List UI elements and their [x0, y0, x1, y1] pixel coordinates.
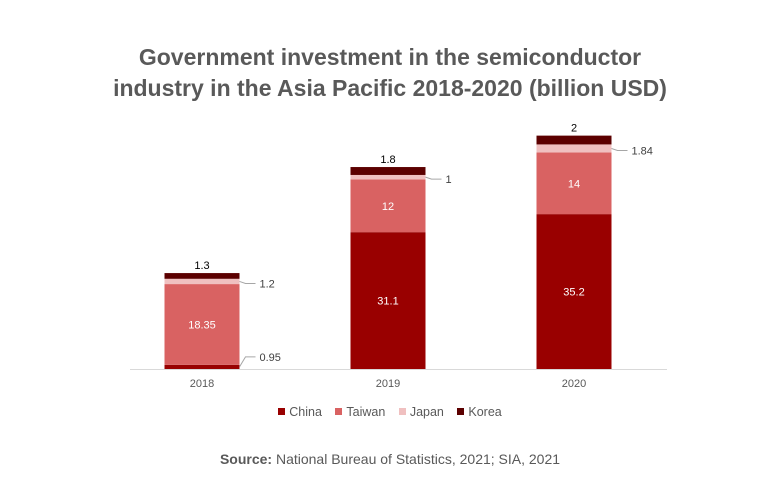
legend-swatch [335, 408, 343, 415]
chart-title-line-2: industry in the Asia Pacific 2018-2020 (… [113, 75, 667, 101]
data-label: 18.35 [188, 319, 216, 331]
source-label: Source: [219, 451, 273, 467]
data-label: 31.1 [377, 296, 398, 308]
bar-segment-japan [350, 174, 426, 180]
data-label: 2 [571, 123, 577, 135]
source-text: National Bureau of Statistics, 2021; SIA… [272, 451, 561, 467]
data-label: 1.2 [260, 278, 275, 290]
x-tick-label: 2018 [190, 378, 214, 390]
data-label: 1 [446, 174, 452, 186]
legend-swatch [457, 408, 465, 415]
data-label: 0.95 [260, 352, 281, 364]
legend-label: China [289, 404, 322, 419]
source-note: Source: National Bureau of Statistics, 2… [0, 451, 780, 467]
legend-label: Korea [468, 404, 502, 419]
bar-segment-china [164, 364, 240, 369]
legend-label: Japan [409, 404, 444, 419]
legend-item-china: China [278, 405, 322, 419]
x-tick-label: 2019 [376, 378, 400, 390]
x-tick-label: 2020 [562, 378, 586, 390]
leader-line [425, 176, 442, 180]
data-label: 35.2 [563, 287, 584, 299]
bar-segment-taiwan [350, 179, 426, 233]
legend-item-korea: Korea [457, 404, 502, 419]
bar-segment-japan [164, 278, 240, 285]
bar-segment-japan [536, 144, 612, 153]
data-label: 1.3 [194, 260, 209, 272]
bar-segment-china [350, 232, 426, 369]
legend-label: Taiwan [346, 404, 386, 419]
chart-title-line-1: Government investment in the semiconduct… [138, 44, 642, 70]
bar-segment-china [536, 214, 612, 369]
data-label: 12 [382, 201, 394, 213]
legend-swatch [278, 408, 286, 415]
leader-line [239, 356, 256, 368]
data-label: 1.84 [632, 145, 653, 157]
bar-segment-korea [164, 273, 240, 279]
data-label: 14 [568, 178, 580, 190]
bar-segment-taiwan [164, 284, 240, 365]
bar-segment-korea [536, 135, 612, 145]
bar-segment-korea [350, 167, 426, 175]
data-label: 1.8 [380, 154, 395, 166]
bar-segment-taiwan [536, 152, 612, 215]
legend: China Taiwan Japan Korea [0, 404, 780, 419]
leader-line [239, 280, 256, 284]
legend-item-taiwan: Taiwan [335, 405, 385, 419]
leader-line [611, 147, 628, 151]
legend-item-japan: Japan [398, 404, 444, 419]
legend-swatch [398, 408, 406, 415]
chart-title: Government investment in the semiconduct… [0, 42, 780, 104]
